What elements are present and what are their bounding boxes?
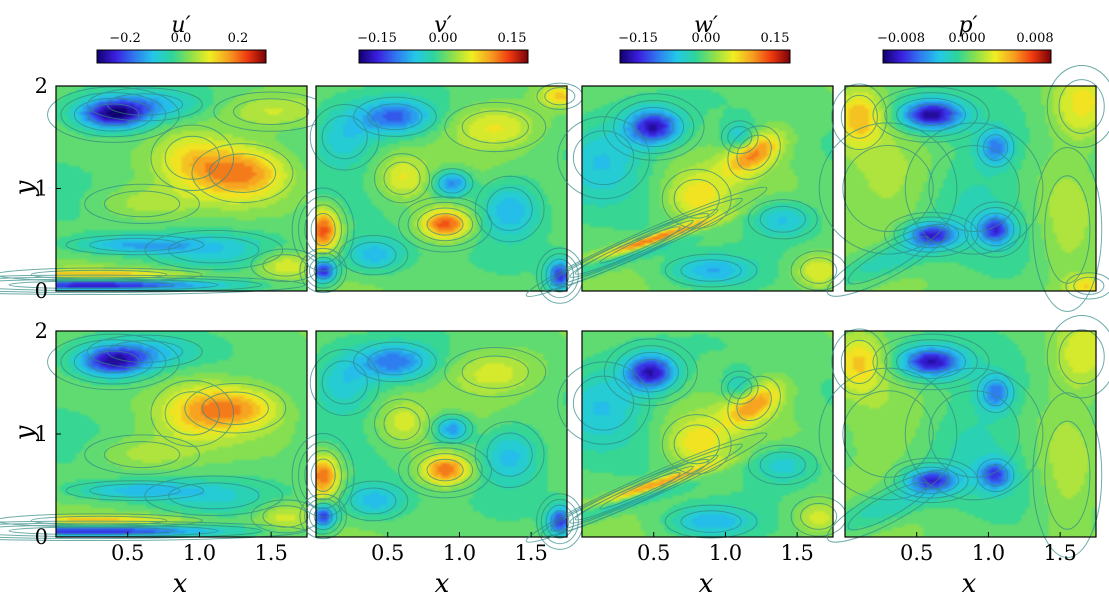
x-axis-label-col-2: x xyxy=(435,569,450,599)
x-tick-label: 0.5 xyxy=(637,541,670,565)
y-axis-label-row-1: y xyxy=(10,180,40,196)
x-axis-label-col-4: x xyxy=(962,569,977,599)
colorbar-v: v′ −0.15 0.00 0.15 xyxy=(357,13,529,64)
colorbar-label-p: p′ xyxy=(958,13,977,38)
x-axis-label-col-1: x xyxy=(173,569,188,599)
colorbar-strip-w xyxy=(619,49,791,64)
x-axis-label-col-3: x xyxy=(699,569,714,599)
y-axis-label-row-2: y xyxy=(10,425,40,441)
contour-field-u-row2 xyxy=(56,331,307,537)
contour-lines xyxy=(818,315,1109,559)
panel-r1-c3 xyxy=(525,85,847,297)
colorbar-tick-w-2: 0.15 xyxy=(761,31,790,46)
y-tick-label: 0 xyxy=(35,279,48,303)
x-tick-label: 0.5 xyxy=(111,541,144,565)
panel-frame xyxy=(844,85,1097,292)
y-tick-label: 0 xyxy=(35,525,48,549)
contour-field-p-row1 xyxy=(845,86,1096,291)
colorbar-strip-u xyxy=(96,49,267,64)
axes: y y x x x x 0 1 2 0.5 1.0 1.5 0 1 2 0.5 1.0 1.5 0.5 1… xyxy=(10,74,1077,599)
colorbar-label-v: v′ xyxy=(434,13,451,38)
panels xyxy=(0,65,1109,559)
x-tick-label: 1.5 xyxy=(1043,541,1076,565)
colorbar-label-u: u′ xyxy=(171,13,190,38)
panel-r1-c1 xyxy=(0,85,330,296)
colorbar-strip-p xyxy=(882,49,1052,64)
colorbars: u′ −0.2 0.0 0.2 v′ −0.15 0.00 0.15 w′ −0… xyxy=(96,13,1054,64)
y-tick-label: 1 xyxy=(35,422,48,446)
panel-frame xyxy=(315,330,568,538)
panel-r2-c3 xyxy=(525,330,847,543)
colorbar-tick-w-0: −0.15 xyxy=(618,31,658,46)
panel-r2-c4 xyxy=(818,315,1109,559)
colorbar-tick-v-0: −0.15 xyxy=(357,31,397,46)
contour-lines xyxy=(525,93,847,297)
contour-field-w-row1 xyxy=(582,86,833,291)
x-tick-label: 1.0 xyxy=(183,541,216,565)
contour-lines xyxy=(525,338,847,543)
contour-field-p-row2 xyxy=(845,331,1096,537)
panel-frame xyxy=(581,330,834,538)
x-tick-label: 0.5 xyxy=(371,541,404,565)
panel-frame xyxy=(844,330,1097,538)
x-tick-label: 1.0 xyxy=(709,541,742,565)
contour-lines xyxy=(291,82,584,304)
panel-r2-c2 xyxy=(291,330,584,550)
colorbar-p: p′ −0.008 0.000 0.008 xyxy=(877,13,1054,64)
colorbar-tick-p-0: −0.008 xyxy=(877,31,925,46)
x-tick-label: 0.5 xyxy=(900,541,933,565)
colorbar-tick-p-2: 0.008 xyxy=(1016,31,1053,46)
x-tick-label: 1.5 xyxy=(780,541,813,565)
panel-r1-c2 xyxy=(291,82,584,304)
contour-field-u-row1 xyxy=(56,86,307,291)
colorbar-tick-v-2: 0.15 xyxy=(498,31,527,46)
colorbar-strip-v xyxy=(358,49,529,64)
colorbar-tick-u-0: −0.2 xyxy=(109,31,141,46)
x-tick-label: 1.5 xyxy=(514,541,547,565)
x-tick-label: 1.0 xyxy=(443,541,476,565)
y-tick-label: 2 xyxy=(35,74,48,98)
contour-field-w-row2 xyxy=(582,331,833,537)
colorbar-tick-w-1: 0.00 xyxy=(692,31,721,46)
x-tick-label: 1.0 xyxy=(972,541,1005,565)
panel-frame xyxy=(315,85,568,292)
contour-lines xyxy=(291,341,584,550)
panel-r1-c4 xyxy=(818,65,1109,312)
panel-frame xyxy=(581,85,834,292)
colorbar-tick-p-1: 0.000 xyxy=(948,31,985,46)
contour-lines xyxy=(818,65,1109,312)
colorbar-tick-v-1: 0.00 xyxy=(429,31,458,46)
contour-lines xyxy=(0,86,330,296)
panel-r2-c1 xyxy=(0,330,321,542)
colorbar-tick-u-2: 0.2 xyxy=(228,31,249,46)
colorbar-u: u′ −0.2 0.0 0.2 xyxy=(96,13,267,64)
colorbar-w: w′ −0.15 0.00 0.15 xyxy=(618,13,791,64)
y-tick-label: 1 xyxy=(35,177,48,201)
y-tick-label: 2 xyxy=(35,319,48,343)
colorbar-label-w: w′ xyxy=(694,13,718,38)
x-tick-label: 1.5 xyxy=(254,541,287,565)
colorbar-tick-u-1: 0.0 xyxy=(171,31,192,46)
